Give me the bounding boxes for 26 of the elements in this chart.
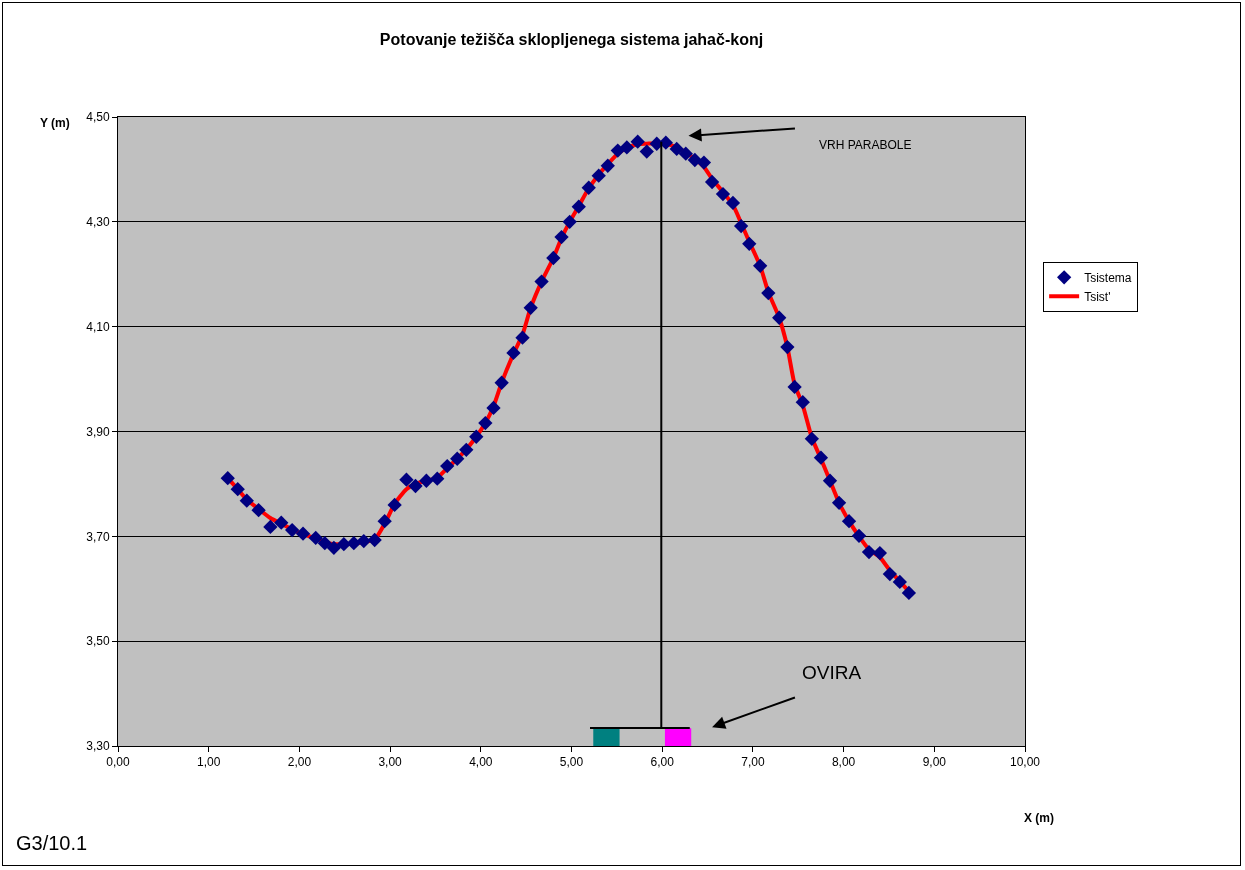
x-tick-label: 7,00: [741, 755, 765, 770]
y-tick-label: 3,50: [86, 634, 110, 649]
chart-title: Potovanje težišča sklopljenega sistema jahač-konj: [379, 30, 764, 48]
x-tick-label: 4,00: [469, 755, 493, 770]
y-tick-label: 4,50: [86, 110, 110, 125]
y-tick-label: 4,10: [86, 319, 110, 334]
x-tick-label: 10,00: [1009, 755, 1041, 770]
y-tick-label: 3,30: [86, 739, 110, 754]
x-tick-label: 5,00: [559, 755, 584, 770]
y-tick-label: 3,90: [86, 424, 110, 439]
y-tick-label: 4,30: [86, 215, 110, 230]
y-axis-title: Y (m): [40, 116, 70, 130]
x-tick-label: 2,00: [287, 755, 312, 770]
x-tick-label: 0,00: [106, 755, 130, 770]
text: G3/10.1: [16, 832, 88, 854]
legend-label: Tsistema: [1084, 271, 1132, 286]
y-tick-label: 3,70: [86, 529, 110, 544]
x-tick-label: 3,00: [378, 755, 403, 770]
legend-label: Tsist': [1084, 290, 1111, 305]
x-tick-label: 8,00: [831, 755, 856, 770]
x-tick-label: 6,00: [650, 755, 675, 770]
annotation: OVIRA: [802, 662, 862, 683]
x-tick-label: 9,00: [922, 755, 947, 770]
x-axis-title: X (m): [1024, 811, 1054, 825]
x-tick-label: 1,00: [197, 755, 221, 770]
annotation: VRH PARABOLE: [819, 138, 912, 152]
